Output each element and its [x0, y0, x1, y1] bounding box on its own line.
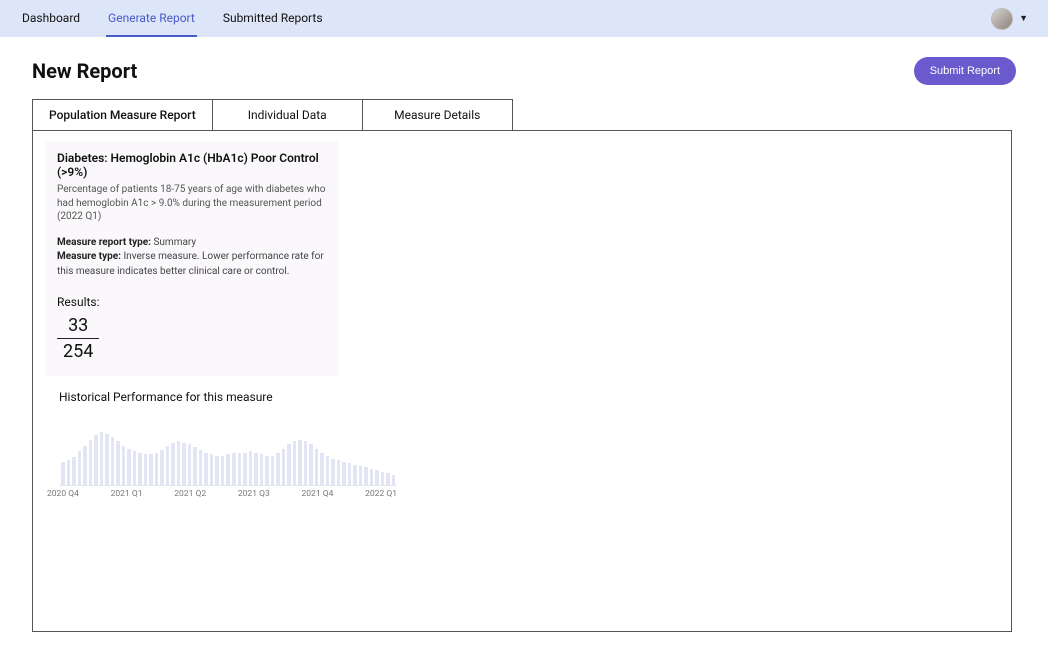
results-fraction: 33 254: [57, 315, 99, 362]
hist-bar: [166, 446, 170, 485]
hist-bar: [342, 462, 346, 485]
content-panel: Diabetes: Hemoglobin A1c (HbA1c) Poor Co…: [32, 130, 1012, 632]
hist-bar: [89, 440, 93, 485]
hist-bar: [116, 441, 120, 485]
hist-bar: [249, 451, 253, 485]
top-nav-tabs: Dashboard Generate Report Submitted Report…: [20, 0, 325, 37]
measure-title: Diabetes: Hemoglobin A1c (HbA1c) Poor Co…: [57, 151, 326, 179]
hist-bar: [265, 456, 269, 485]
hist-bar: [61, 462, 65, 485]
hist-bar: [232, 453, 236, 485]
hist-bar: [160, 450, 164, 485]
hist-bar: [370, 469, 374, 485]
hist-bar: [199, 450, 203, 485]
x-axis-label: 2022 Q1: [365, 489, 397, 499]
hist-bar: [171, 443, 175, 485]
hist-bar: [326, 456, 330, 485]
hist-bar: [254, 453, 258, 485]
hist-bar: [381, 472, 385, 485]
nav-tab-generate-report[interactable]: Generate Report: [106, 0, 197, 37]
hist-bar: [144, 454, 148, 485]
hist-bar: [83, 446, 87, 485]
hist-bar: [138, 453, 142, 485]
hist-bar: [238, 453, 242, 485]
measure-meta: Measure report type: Summary Measure typ…: [57, 236, 326, 280]
content-tabs: Population Measure ReportIndividual Data…: [32, 99, 1016, 130]
hist-bar: [215, 456, 219, 485]
hist-bar: [78, 451, 82, 485]
x-axis-label: 2020 Q4: [47, 489, 79, 499]
hist-bar: [67, 460, 71, 485]
results-denominator: 254: [57, 339, 99, 362]
hist-bar: [353, 465, 357, 485]
hist-bar: [127, 449, 131, 486]
page: New Report Submit Report Population Meas…: [0, 37, 1048, 632]
measure-description: Percentage of patients 18-75 years of ag…: [57, 183, 326, 224]
x-axis-label: 2021 Q2: [174, 489, 206, 499]
hist-bar: [210, 454, 214, 485]
historical-title: Historical Performance for this measure: [59, 390, 397, 404]
hist-bar: [282, 449, 286, 486]
content-tab-individual-data[interactable]: Individual Data: [213, 99, 363, 130]
hist-bar: [155, 453, 159, 485]
hist-bar: [348, 463, 352, 485]
hist-bar: [271, 456, 275, 485]
hist-bar: [149, 454, 153, 485]
hist-bar: [221, 456, 225, 485]
hist-bar: [375, 470, 379, 485]
results-label: Results:: [57, 295, 326, 309]
hist-bar: [260, 454, 264, 485]
hist-bar: [111, 437, 115, 485]
hist-bar: [331, 459, 335, 485]
hist-bar: [204, 453, 208, 485]
hist-bar: [287, 444, 291, 485]
content-tab-population-measure-report[interactable]: Population Measure Report: [32, 99, 213, 130]
hist-bar: [364, 467, 368, 485]
historical-section: Historical Performance for this measure …: [47, 390, 397, 499]
nav-tab-submitted-reports[interactable]: Submitted Reports: [221, 0, 325, 37]
historical-bar-chart: [59, 412, 397, 486]
hist-bar: [193, 447, 197, 485]
hist-bar: [182, 443, 186, 485]
top-bar: Dashboard Generate Report Submitted Report…: [0, 0, 1048, 37]
hist-bar: [309, 444, 313, 485]
hist-bar: [293, 441, 297, 485]
nav-tab-dashboard[interactable]: Dashboard: [20, 0, 82, 37]
hist-bar: [392, 475, 396, 485]
hist-bar: [72, 457, 76, 485]
hist-bar: [122, 446, 126, 485]
hist-bar: [359, 466, 363, 485]
hist-bar: [337, 460, 341, 485]
results-numerator: 33: [57, 315, 99, 339]
page-header: New Report Submit Report: [32, 57, 1016, 85]
hist-bar: [100, 432, 104, 485]
hist-bar: [105, 434, 109, 485]
hist-bar: [133, 451, 137, 485]
submit-report-button[interactable]: Submit Report: [914, 57, 1016, 85]
hist-bar: [276, 453, 280, 485]
hist-bar: [177, 441, 181, 485]
hist-bar: [188, 444, 192, 485]
content-tab-measure-details[interactable]: Measure Details: [363, 99, 513, 130]
measure-card: Diabetes: Hemoglobin A1c (HbA1c) Poor Co…: [45, 141, 338, 376]
avatar[interactable]: [991, 8, 1013, 30]
historical-x-axis: 2020 Q4 2021 Q1 2021 Q2 2021 Q3 2021 Q4 2022 …: [47, 489, 397, 499]
hist-bar: [94, 435, 98, 485]
x-axis-label: 2021 Q4: [302, 489, 334, 499]
hist-bar: [304, 441, 308, 485]
hist-bar: [298, 440, 302, 485]
page-title: New Report: [32, 59, 137, 83]
avatar-group: ▼: [991, 8, 1028, 30]
hist-bar: [315, 449, 319, 486]
hist-bar: [243, 453, 247, 485]
hist-bar: [320, 453, 324, 485]
report-type-value: Summary: [153, 237, 196, 248]
report-type-label: Measure report type:: [57, 237, 151, 248]
chevron-down-icon[interactable]: ▼: [1019, 13, 1028, 24]
hist-bar: [226, 454, 230, 485]
x-axis-label: 2021 Q3: [238, 489, 270, 499]
measure-type-label: Measure type:: [57, 251, 121, 262]
hist-bar: [386, 473, 390, 485]
x-axis-label: 2021 Q1: [111, 489, 143, 499]
